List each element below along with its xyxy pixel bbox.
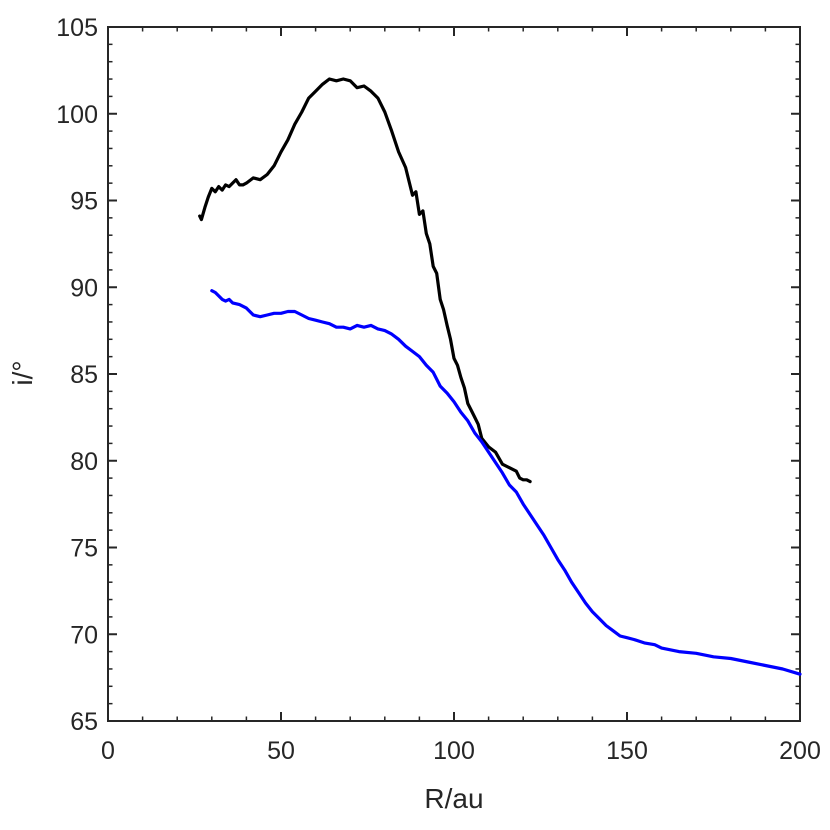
y-tick-label: 80 <box>70 448 98 476</box>
y-tick-label: 100 <box>56 101 98 129</box>
y-tick-label: 70 <box>70 621 98 649</box>
series-line-1 <box>198 77 532 484</box>
y-tick-label: 105 <box>56 14 98 42</box>
x-tick-label: 50 <box>267 737 295 765</box>
series-line-2 <box>210 289 802 676</box>
ticks-layer: 0 50 100 150 200 65 70 75 80 85 90 95 100 105 <box>56 14 821 765</box>
x-tick-label: 150 <box>606 737 648 765</box>
y-tick-label: 85 <box>70 361 98 389</box>
y-tick-label: 95 <box>70 188 98 216</box>
y-tick-label: 90 <box>70 274 98 302</box>
x-tick-label: 0 <box>101 737 115 765</box>
x-axis-label: R/au <box>424 783 483 814</box>
plot-frame <box>107 26 801 722</box>
x-tick-label: 100 <box>433 737 475 765</box>
y-tick-label: 75 <box>70 535 98 563</box>
x-tick-label: 200 <box>779 737 821 765</box>
series-layer <box>198 77 802 676</box>
plot-area <box>107 26 801 722</box>
y-tick-label: 65 <box>70 708 98 736</box>
y-axis-label: i/° <box>7 360 38 385</box>
